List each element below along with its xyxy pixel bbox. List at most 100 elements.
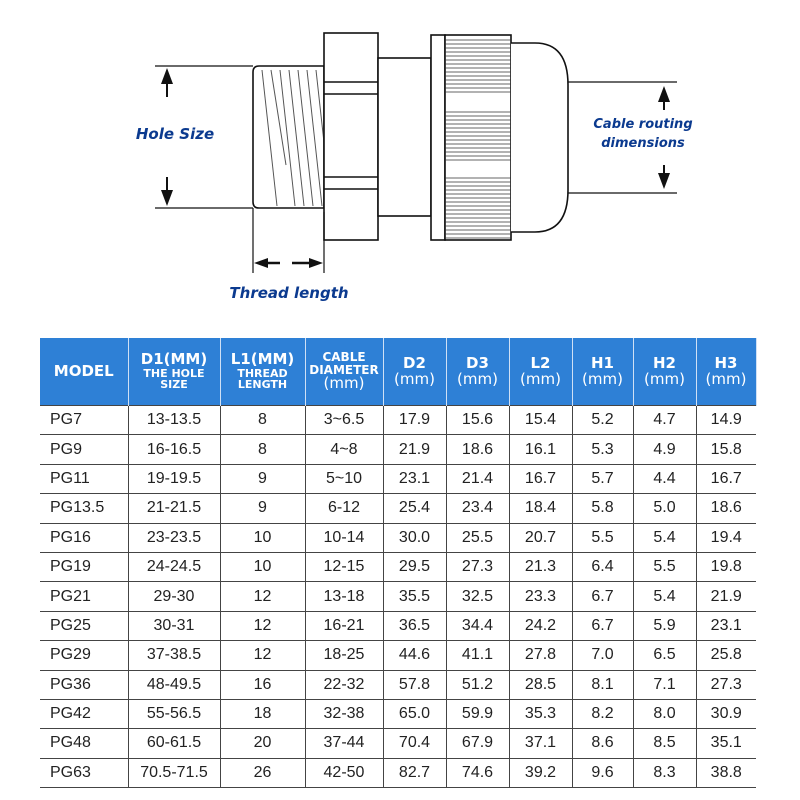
thread-line [297, 69, 314, 207]
table-cell: 39.2 [508, 757, 573, 789]
table-cell: 15.8 [695, 434, 756, 465]
table-cell: 12 [219, 610, 306, 642]
table-row: PG36 48-49.5 16 22-32 57.8 51.2 28.5 8.1 7.1 27.3 [40, 669, 756, 700]
table-cell: 28.5 [508, 669, 573, 700]
table-cell: 16.7 [695, 463, 756, 495]
column-header-sub: THREAD LENGTH [237, 366, 288, 392]
column-header: H1 (mm) [572, 338, 634, 406]
table-header-row: MODEL D1(MM) THE HOLE SIZE L1(MM) THREAD LEN… [40, 338, 757, 406]
table-cell: 30.0 [382, 522, 447, 553]
table-cell: 18.6 [695, 493, 756, 524]
seal-dome [511, 42, 569, 233]
column-header-main: CABLE DIAMETER [309, 350, 379, 377]
table-cell: PG11 [40, 463, 129, 495]
column-header-main: MODEL [53, 361, 114, 380]
table-cell: 5~10 [304, 463, 384, 495]
table-cell: 16-16.5 [127, 434, 221, 465]
table-cell: 5.0 [632, 493, 697, 524]
cable-dimension-lines [568, 81, 677, 194]
table-row: PG19 24-24.5 10 12-15 29.5 27.3 21.3 6.4 5.5 19.8 [40, 551, 756, 583]
table-cell: 35.3 [508, 698, 573, 730]
table-cell: 32-38 [304, 698, 384, 730]
table-cell: 18.4 [508, 493, 573, 524]
table-cell: 6.7 [571, 581, 634, 612]
column-header: CABLE DIAMETER (mm) [305, 338, 384, 406]
table-cell: 24-24.5 [127, 551, 221, 583]
table-cell: 60-61.5 [127, 728, 221, 759]
table-cell: 12 [219, 581, 306, 612]
table-cell: 8.6 [571, 728, 634, 759]
column-header-main: D1(MM) [140, 350, 208, 369]
thread-body [252, 65, 332, 209]
table-cell: 22-32 [304, 669, 384, 700]
table-cell: 21-21.5 [127, 493, 221, 524]
table-cell: 21.4 [445, 463, 510, 495]
table-cell: 25.5 [445, 522, 510, 553]
column-header-sub: THE HOLE SIZE [143, 366, 205, 392]
table-cell: 30.9 [695, 698, 756, 730]
table-cell: 6-12 [304, 493, 384, 524]
dimension-table: MODEL D1(MM) THE HOLE SIZE L1(MM) THREAD LEN… [40, 338, 757, 789]
hole-size-dimension-lines [155, 65, 253, 209]
column-header: H3 (mm) [696, 338, 757, 406]
table-row: PG16 23-23.5 10 10-14 30.0 25.5 20.7 5.5 5.4 19.4 [40, 522, 756, 553]
lock-ring [430, 34, 446, 241]
table-cell: 8 [219, 404, 306, 436]
cable-routing-label-line1: Cable routing [593, 117, 693, 132]
table-row: PG11 19-19.5 9 5~10 23.1 21.4 16.7 5.7 4.4 16.7 [40, 463, 756, 495]
table-cell: PG7 [40, 404, 129, 436]
table-cell: 5.2 [571, 404, 634, 436]
table-row: PG7 13-13.5 8 3~6.5 17.9 15.6 15.4 5.2 4.7 14.9 [40, 404, 756, 436]
column-header-main: L2 [530, 353, 551, 372]
table-cell: PG36 [40, 669, 129, 700]
column-header-sub: (mm) [520, 369, 561, 388]
table-cell: 25.8 [695, 640, 756, 671]
table-cell: 17.9 [382, 404, 447, 436]
table-cell: 8.5 [632, 728, 697, 759]
table-cell: PG25 [40, 610, 129, 642]
table-cell: 12-15 [304, 551, 384, 583]
table-cell: PG16 [40, 522, 129, 553]
table-cell: 9 [219, 493, 306, 524]
table-cell: 8.2 [571, 698, 634, 730]
table-cell: 26 [219, 757, 306, 789]
table-cell: 5.8 [571, 493, 634, 524]
column-header: L1(MM) THREAD LENGTH [220, 338, 306, 406]
thread-line [261, 69, 278, 207]
column-header-sub: (mm) [457, 369, 498, 388]
table-cell: 10 [219, 522, 306, 553]
knurled-cap [444, 34, 512, 241]
table-cell: 5.9 [632, 610, 697, 642]
table-cell: 8 [219, 434, 306, 465]
column-header-main: H3 [714, 353, 738, 372]
column-header-sub: (mm) [582, 369, 623, 388]
column-header-sub: (mm) [644, 369, 685, 388]
table-cell: 21.9 [695, 581, 756, 612]
column-header-main: L1(MM) [230, 350, 295, 369]
table-cell: 8.0 [632, 698, 697, 730]
table-cell: 37.1 [508, 728, 573, 759]
table-cell: 27.3 [695, 669, 756, 700]
table-cell: 21.9 [382, 434, 447, 465]
table-cell: 23.1 [382, 463, 447, 495]
thread-line [288, 69, 305, 207]
table-cell: 13-18 [304, 581, 384, 612]
table-cell: 10 [219, 551, 306, 583]
column-header: MODEL [40, 338, 129, 406]
neck [377, 57, 432, 217]
table-cell: 8.3 [632, 757, 697, 789]
table-cell: 70.4 [382, 728, 447, 759]
table-cell: 32.5 [445, 581, 510, 612]
table-cell: 57.8 [382, 669, 447, 700]
table-cell: 59.9 [445, 698, 510, 730]
table-cell: 18 [219, 698, 306, 730]
table-cell: 20 [219, 728, 306, 759]
table-cell: 15.6 [445, 404, 510, 436]
table-cell: 51.2 [445, 669, 510, 700]
column-header-main: H2 [653, 353, 676, 372]
table-row: PG48 60-61.5 20 37-44 70.4 67.9 37.1 8.6 8.5 35.1 [40, 728, 756, 759]
table-cell: 9 [219, 463, 306, 495]
table-row: PG29 37-38.5 12 18-25 44.6 41.1 27.8 7.0 6.5 25.8 [40, 640, 756, 671]
table-cell: 4.4 [632, 463, 697, 495]
table-cell: 12 [219, 640, 306, 671]
